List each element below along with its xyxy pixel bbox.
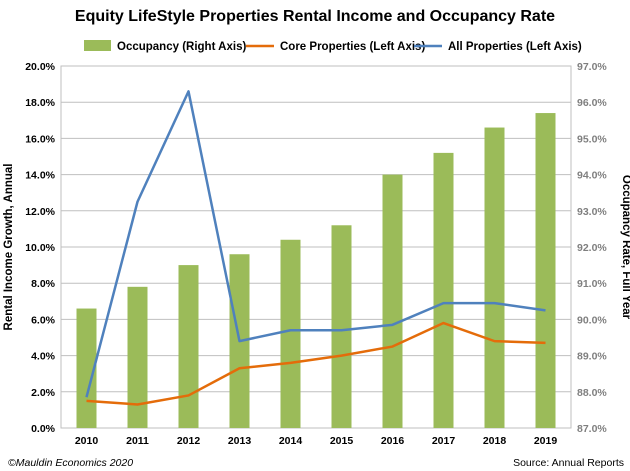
right-axis-ticks: 87.0% 88.0% 89.0% 90.0% 91.0% 92.0% 93.0% 94.0%…: [577, 61, 607, 435]
legend-swatch-occupancy: [84, 40, 111, 51]
legend: Occupancy (Right Axis) Core Properties (…: [84, 40, 582, 53]
left-tick-label: 6.0%: [31, 314, 56, 326]
right-tick-label: 97.0%: [577, 61, 607, 73]
x-tick-label: 2018: [483, 435, 507, 447]
right-tick-label: 91.0%: [577, 278, 607, 290]
series-lines: [85, 90, 546, 406]
right-tick-label: 93.0%: [577, 206, 607, 218]
chart-title: Equity LifeStyle Properties Rental Incom…: [75, 8, 555, 25]
copyright-text: ©Mauldin Economics 2020: [8, 457, 133, 469]
x-tick-label: 2015: [330, 435, 354, 447]
occupancy-bar: [76, 308, 97, 428]
x-axis-ticks: 2010 2011 2012 2013 2014 2015 2016 2017 2018 2019: [75, 435, 558, 447]
left-tick-label: 2.0%: [31, 387, 56, 399]
occupancy-bars: [76, 113, 556, 428]
legend-label-all-properties: All Properties (Left Axis): [448, 41, 582, 53]
right-tick-label: 94.0%: [577, 170, 607, 182]
legend-label-occupancy: Occupancy (Right Axis): [117, 41, 246, 53]
x-tick-label: 2019: [534, 435, 558, 447]
left-tick-label: 18.0%: [25, 97, 55, 109]
all-properties-line: [85, 90, 546, 398]
x-tick-label: 2012: [177, 435, 201, 447]
left-tick-label: 10.0%: [25, 242, 55, 254]
right-tick-label: 89.0%: [577, 351, 607, 363]
left-tick-label: 4.0%: [31, 351, 56, 363]
left-axis-ticks: 0.0% 2.0% 4.0% 6.0% 8.0% 10.0% 12.0% 14.0% 16.0%…: [25, 61, 55, 435]
right-tick-label: 90.0%: [577, 314, 607, 326]
occupancy-bar: [382, 174, 403, 428]
legend-label-core-properties: Core Properties (Left Axis): [280, 41, 425, 53]
x-tick-label: 2014: [279, 435, 303, 447]
right-tick-label: 87.0%: [577, 423, 607, 435]
source-text: Source: Annual Reports: [513, 457, 624, 469]
occupancy-bar: [484, 127, 505, 428]
occupancy-bar: [280, 239, 301, 428]
left-tick-label: 14.0%: [25, 170, 55, 182]
x-tick-label: 2011: [126, 435, 149, 447]
right-tick-label: 95.0%: [577, 133, 607, 145]
x-tick-label: 2016: [381, 435, 405, 447]
x-tick-label: 2013: [228, 435, 252, 447]
occupancy-bar: [535, 113, 556, 428]
x-tick-label: 2010: [75, 435, 99, 447]
left-axis-label: Rental Income Growth, Annual: [3, 164, 15, 331]
occupancy-bar: [331, 225, 352, 428]
x-tick-label: 2017: [432, 435, 456, 447]
left-tick-label: 12.0%: [25, 206, 55, 218]
occupancy-bar: [178, 265, 199, 428]
right-tick-label: 96.0%: [577, 97, 607, 109]
right-axis-label: Occupancy Rate, Full Year: [620, 175, 630, 320]
left-tick-label: 20.0%: [25, 61, 55, 73]
right-tick-label: 88.0%: [577, 387, 607, 399]
occupancy-bar: [433, 152, 454, 428]
right-tick-label: 92.0%: [577, 242, 607, 254]
left-tick-label: 16.0%: [25, 133, 55, 145]
core-properties-line: [86, 321, 546, 406]
occupancy-bar: [127, 286, 148, 428]
left-tick-label: 8.0%: [31, 278, 56, 290]
left-tick-label: 0.0%: [31, 423, 56, 435]
